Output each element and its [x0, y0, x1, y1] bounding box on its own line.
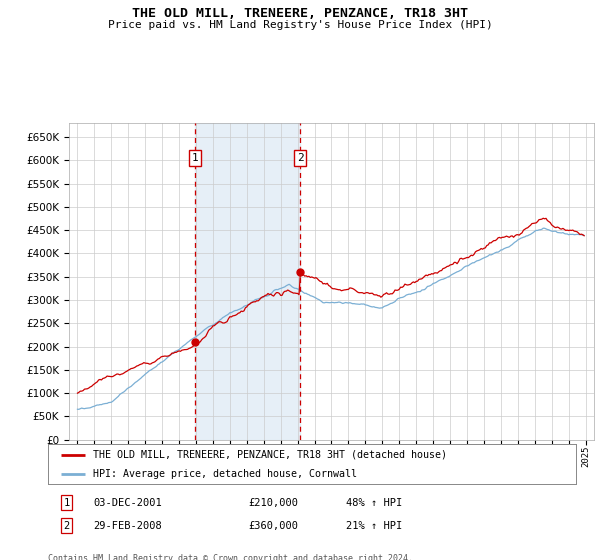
Text: 2: 2 [297, 153, 304, 163]
Bar [194, 123, 301, 440]
Text: 03-DEC-2001: 03-DEC-2001 [93, 498, 161, 507]
Text: Contains HM Land Registry data © Crown copyright and database right 2024.
This d: Contains HM Land Registry data © Crown c… [48, 554, 413, 560]
Text: 48% ↑ HPI: 48% ↑ HPI [346, 498, 403, 507]
Text: 1: 1 [191, 153, 198, 163]
Text: 2: 2 [64, 521, 70, 531]
Text: THE OLD MILL, TRENEERE, PENZANCE, TR18 3HT: THE OLD MILL, TRENEERE, PENZANCE, TR18 3… [132, 7, 468, 20]
Text: £360,000: £360,000 [248, 521, 299, 531]
Text: THE OLD MILL, TRENEERE, PENZANCE, TR18 3HT (detached house): THE OLD MILL, TRENEERE, PENZANCE, TR18 3… [93, 450, 447, 460]
Text: 1: 1 [64, 498, 70, 507]
Text: £210,000: £210,000 [248, 498, 299, 507]
Text: Price paid vs. HM Land Registry's House Price Index (HPI): Price paid vs. HM Land Registry's House … [107, 20, 493, 30]
Text: HPI: Average price, detached house, Cornwall: HPI: Average price, detached house, Corn… [93, 469, 357, 478]
Text: 21% ↑ HPI: 21% ↑ HPI [346, 521, 403, 531]
Text: 29-FEB-2008: 29-FEB-2008 [93, 521, 161, 531]
